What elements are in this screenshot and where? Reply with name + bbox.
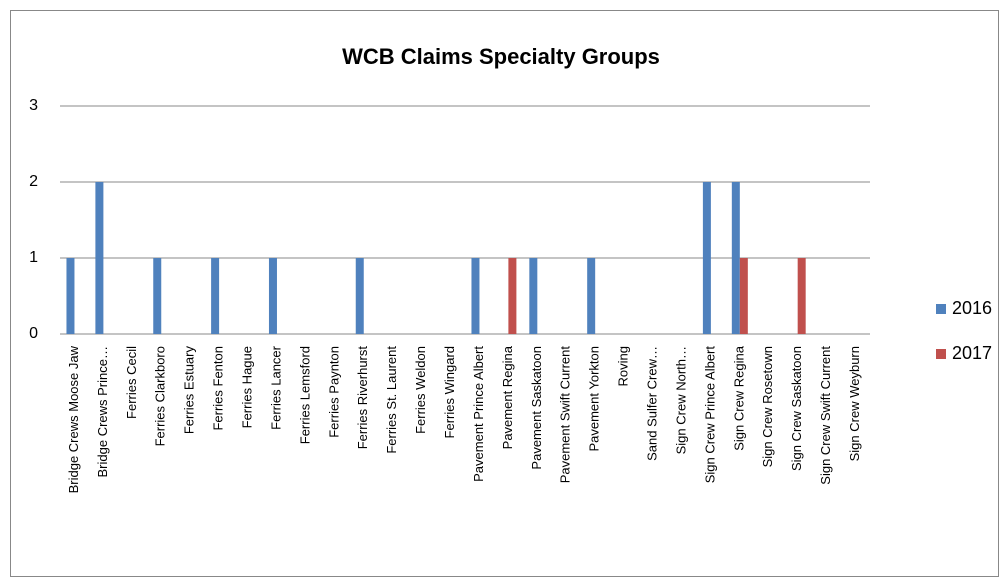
bar: [508, 258, 517, 334]
x-tick-label: Ferries Riverhurst: [355, 346, 370, 450]
x-tick-label: Ferries Lemsford: [297, 346, 312, 444]
x-tick-label: Ferries Lancer: [268, 345, 283, 429]
bar: [268, 258, 277, 334]
bar: [153, 258, 162, 334]
x-tick-label: Pavement Saskatoon: [529, 346, 544, 470]
legend-swatch: [936, 304, 946, 314]
y-tick-label: 2: [29, 173, 38, 190]
bar: [66, 258, 75, 334]
x-tick-label: Ferries Clarkboro: [153, 346, 168, 446]
bar: [95, 182, 104, 334]
y-tick-label: 1: [29, 249, 38, 266]
x-tick-label: Sign Crew Regina: [731, 345, 746, 451]
x-tick-label: Sign Crew Prince Albert: [702, 346, 717, 484]
x-tick-label: Pavement Prince Albert: [471, 346, 486, 482]
x-tick-label: Ferries Fenton: [211, 346, 226, 431]
bar: [587, 258, 596, 334]
x-tick-label: Pavement Regina: [500, 345, 515, 449]
y-tick-label: 0: [29, 325, 38, 342]
x-tick-label: Sign Crew North…: [673, 346, 688, 454]
x-tick-label: Ferries Wingard: [442, 346, 457, 438]
x-tick-label: Sand Sulfer Crew…: [644, 346, 659, 461]
x-tick-label: Ferries Cecil: [124, 346, 139, 419]
legend-label: 2016: [952, 298, 992, 318]
legend-swatch: [936, 349, 946, 359]
x-tick-label: Sign Crew Rosetown: [760, 346, 775, 467]
bar: [211, 258, 220, 334]
x-tick-label: Ferries St. Laurent: [384, 346, 399, 454]
chart-title: WCB Claims Specialty Groups: [342, 44, 660, 69]
bar: [529, 258, 538, 334]
x-tick-label: Ferries Weldon: [413, 346, 428, 434]
y-tick-label: 3: [29, 97, 38, 114]
x-tick-label: Ferries Estuary: [182, 346, 197, 435]
bar: [702, 182, 711, 334]
bar: [797, 258, 806, 334]
x-tick-label: Sign Crew Swift Current: [818, 346, 833, 485]
x-tick-label: Sign Crew Weyburn: [847, 346, 862, 461]
bar: [731, 182, 740, 334]
x-tick-label: Sign Crew Saskatoon: [789, 346, 804, 471]
x-tick-label: Bridge Crews Moose Jaw: [66, 345, 81, 493]
x-tick-label: Pavement Swift Current: [558, 346, 573, 484]
bar: [471, 258, 480, 334]
bar: [739, 258, 748, 334]
bar: [355, 258, 364, 334]
x-tick-label: Bridge Crews Prince…: [95, 346, 110, 478]
x-tick-label: Roving: [616, 346, 631, 386]
x-tick-label: Ferries Hague: [239, 346, 254, 428]
chart-border: [10, 10, 999, 577]
x-tick-label: Ferries Paynton: [326, 346, 341, 438]
x-tick-label: Pavement Yorkton: [587, 346, 602, 452]
legend-label: 2017: [952, 343, 992, 363]
